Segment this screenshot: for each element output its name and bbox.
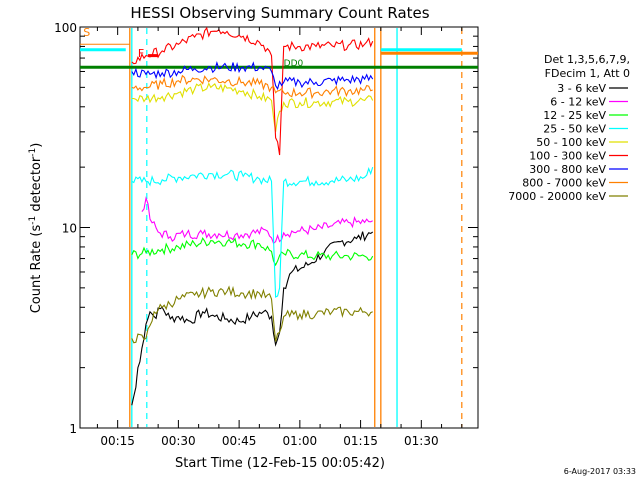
- axis-layer: 00:15 00:30 00:45 01:00 01:15 01:30 1 10 100: [54, 21, 478, 448]
- series-line-300-800-kev: [131, 60, 374, 91]
- y-tick-label: 10: [62, 222, 77, 236]
- x-tick-label: 00:45: [222, 434, 257, 448]
- x-tick-label: 00:15: [100, 434, 135, 448]
- legend-label: 50 - 100 keV: [536, 136, 606, 149]
- legend-header-line: Det 1,3,5,6,7,9,: [544, 53, 630, 66]
- y-tick-label: 1: [69, 422, 77, 436]
- y-axis-label: Count Rate (s-1 detector-1): [28, 143, 44, 314]
- legend-label: 3 - 6 keV: [557, 82, 606, 95]
- legend-label: 800 - 7000 keV: [522, 177, 606, 190]
- series-line-25-50-kev: [131, 166, 374, 298]
- x-tick-label: 00:30: [161, 434, 196, 448]
- x-tick-label: 01:00: [283, 434, 318, 448]
- x-axis-label: Start Time (12-Feb-15 00:05:42): [175, 456, 385, 471]
- series-line-50-100-kev: [131, 82, 374, 132]
- dropout-label: DD0: [284, 59, 304, 69]
- flare-label: F: [138, 47, 144, 60]
- legend-label: 12 - 25 keV: [543, 109, 606, 122]
- legend-label: 6 - 12 keV: [550, 96, 606, 109]
- timestamp-label: 6-Aug-2017 03:33: [564, 467, 636, 476]
- legend-label: 300 - 800 keV: [529, 163, 606, 176]
- plot-area: [79, 26, 479, 429]
- legend-header-line: FDecim 1, Att 0: [545, 67, 630, 80]
- chart-title: HESSI Observing Summary Count Rates: [130, 4, 429, 22]
- x-tick-label: 01:30: [404, 434, 439, 448]
- saa-label: S: [83, 26, 90, 39]
- series-line-100-300-kev: [131, 26, 374, 156]
- series-line-3-6-kev: [131, 231, 374, 406]
- legend-label: 25 - 50 keV: [543, 123, 606, 136]
- legend-label: 7000 - 20000 keV: [508, 190, 606, 203]
- series-line-6-12-kev: [141, 196, 373, 245]
- legend-label: 100 - 300 keV: [529, 150, 606, 163]
- series-line-12-25-kev: [131, 237, 374, 267]
- plot-frame: [79, 26, 479, 429]
- series-line-800-7000-kev: [131, 74, 373, 100]
- y-tick-label: 100: [54, 21, 77, 35]
- series-layer: [131, 26, 374, 406]
- legend: Det 1,3,5,6,7,9,FDecim 1, Att 0 3 - 6 keV…: [508, 53, 630, 203]
- x-tick-label: 01:15: [343, 434, 378, 448]
- series-line-7000-20000-kev: [131, 285, 373, 344]
- marker-layer: S F DD0: [80, 26, 478, 427]
